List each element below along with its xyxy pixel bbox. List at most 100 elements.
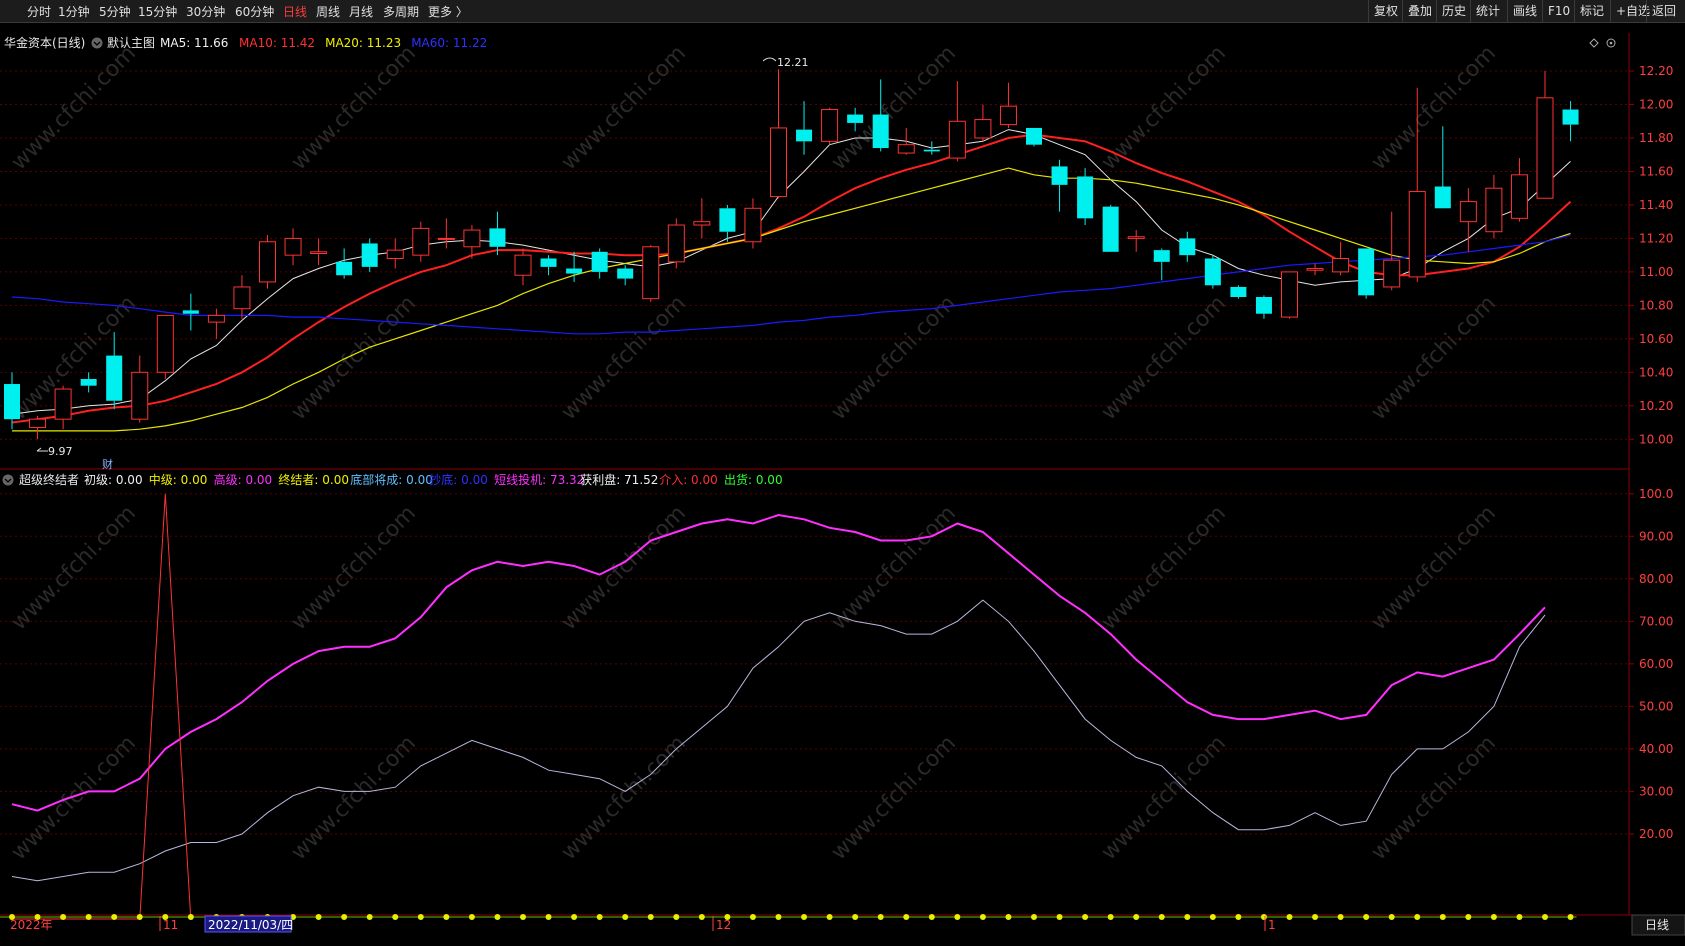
candle-body <box>591 251 608 272</box>
y-tick-label: 90.00 <box>1639 529 1673 543</box>
entry-spike-line <box>12 493 192 920</box>
toolbar-button[interactable]: 叠加 <box>1402 0 1437 22</box>
signal-dot <box>801 914 808 920</box>
svg-text:9.97: 9.97 <box>48 445 73 458</box>
sub-value-label: 初级: 0.00 <box>84 473 143 487</box>
candle <box>1408 87 1426 282</box>
ma-lines <box>11 129 1572 432</box>
candle-body <box>182 310 199 314</box>
toolbar-button[interactable]: 历史 <box>1436 0 1471 22</box>
candle-body <box>999 105 1017 126</box>
toolbar-button[interactable]: 统计 <box>1470 0 1505 22</box>
signal-dot <box>315 914 322 920</box>
toolbar-button[interactable]: +自选 <box>1610 0 1655 22</box>
candle <box>29 415 47 440</box>
toolbar-button[interactable]: 标记 <box>1574 0 1609 22</box>
candle <box>1077 168 1094 226</box>
watermark-text: www.cfchi.com <box>827 501 961 635</box>
signal-dot <box>111 914 118 920</box>
signal-dot <box>520 914 526 920</box>
period-tab[interactable]: 月线 <box>349 5 374 19</box>
signal-dot <box>290 914 297 920</box>
ma5-line <box>11 129 1571 415</box>
signal-dot <box>1337 914 1344 920</box>
signal-dot <box>647 914 654 920</box>
y-tick-label: 12.00 <box>1639 98 1673 112</box>
candle-body <box>872 114 889 149</box>
period-tab[interactable]: 60分钟 <box>235 5 275 19</box>
signal-dot <box>1158 914 1165 920</box>
signal-dot <box>1363 914 1370 920</box>
period-tab[interactable]: 日线 <box>283 5 308 19</box>
y-tick-label: 10.60 <box>1639 332 1673 346</box>
x-label-dec: 12 <box>716 918 731 932</box>
signal-dot <box>1235 914 1242 920</box>
signal-dot <box>417 914 424 920</box>
watermark-text: www.cfchi.com <box>287 41 421 175</box>
y-tick-label: 12.20 <box>1639 64 1673 78</box>
signal-dot <box>85 914 92 920</box>
candle-body <box>1051 166 1068 185</box>
period-tab[interactable]: 多周期 <box>383 5 420 19</box>
signal-dot <box>1260 914 1267 920</box>
candle-body <box>489 228 506 247</box>
candle-body <box>540 258 557 267</box>
toolbar-button[interactable]: 复权 <box>1368 0 1403 22</box>
toolbar-button[interactable]: F10 <box>1542 0 1575 22</box>
chart-selector-icon[interactable] <box>91 37 103 49</box>
toolbar-button[interactable]: 返回 <box>1646 0 1681 22</box>
sub-indicator-name[interactable]: 超级终结者 <box>19 472 79 487</box>
watermark-text: www.cfchi.com <box>7 41 141 175</box>
candle <box>386 238 404 269</box>
signal-dot <box>1312 914 1319 920</box>
y-tick-label: 10.20 <box>1639 399 1673 413</box>
signal-dot <box>1414 914 1421 920</box>
chart-name[interactable]: 默认主图 <box>107 35 155 50</box>
period-tab[interactable]: 5分钟 <box>99 5 131 19</box>
signal-dot <box>34 914 41 920</box>
candle-body <box>54 388 72 420</box>
candle-body <box>693 221 711 226</box>
candle-body <box>1255 296 1272 314</box>
candles <box>4 69 1579 440</box>
candle <box>4 372 20 430</box>
diamond-icon[interactable] <box>1589 38 1599 48</box>
candle <box>1127 230 1145 252</box>
period-tab[interactable]: 周线 <box>316 5 341 19</box>
period-tab[interactable]: 1分钟 <box>58 5 90 19</box>
settings-icon[interactable] <box>1606 38 1616 48</box>
signal-dot <box>162 914 169 920</box>
candle-body <box>1562 109 1579 125</box>
candle <box>156 314 174 380</box>
candle <box>336 248 353 279</box>
candle-body <box>1536 97 1554 199</box>
candle <box>923 141 940 155</box>
event-marker[interactable]: 财 <box>102 457 113 471</box>
period-tab[interactable]: 30分钟 <box>186 5 226 19</box>
candle <box>80 372 97 393</box>
stock-chart[interactable]: www.cfchi.com www.cfchi.com www.cfchi.com w… <box>0 22 1685 946</box>
y-tick-label: 11.60 <box>1639 164 1673 178</box>
x-label-jan: 1 <box>1268 918 1276 932</box>
sub-value-label: 介入: 0.00 <box>659 473 718 487</box>
signal-dot <box>1184 914 1191 920</box>
candle <box>1459 188 1477 252</box>
watermark-text: www.cfchi.com <box>557 291 691 425</box>
signal-dot <box>1567 914 1574 920</box>
sub-value-label: 高级: 0.00 <box>214 472 273 487</box>
period-tab[interactable]: 15分钟 <box>138 5 178 19</box>
period-tab[interactable]: 更多 〉 <box>428 5 468 19</box>
toolbar-button[interactable]: 画线 <box>1507 0 1542 22</box>
sub-selector-icon[interactable] <box>2 474 14 486</box>
candle-body <box>1306 268 1324 271</box>
signal-dot <box>775 914 782 920</box>
period-tab[interactable]: 分时 <box>27 5 52 19</box>
signal-dot <box>622 914 629 920</box>
candle-body <box>617 268 634 279</box>
profit-line <box>11 599 1546 882</box>
main-y-axis: 12.20 12.00 11.80 11.60 11.40 11.20 11.00 10.80… <box>1629 64 1673 446</box>
signal-dot <box>1516 914 1523 920</box>
candle-body <box>974 119 992 139</box>
candle-body <box>1077 176 1094 219</box>
watermark-text: www.cfchi.com <box>287 501 421 635</box>
